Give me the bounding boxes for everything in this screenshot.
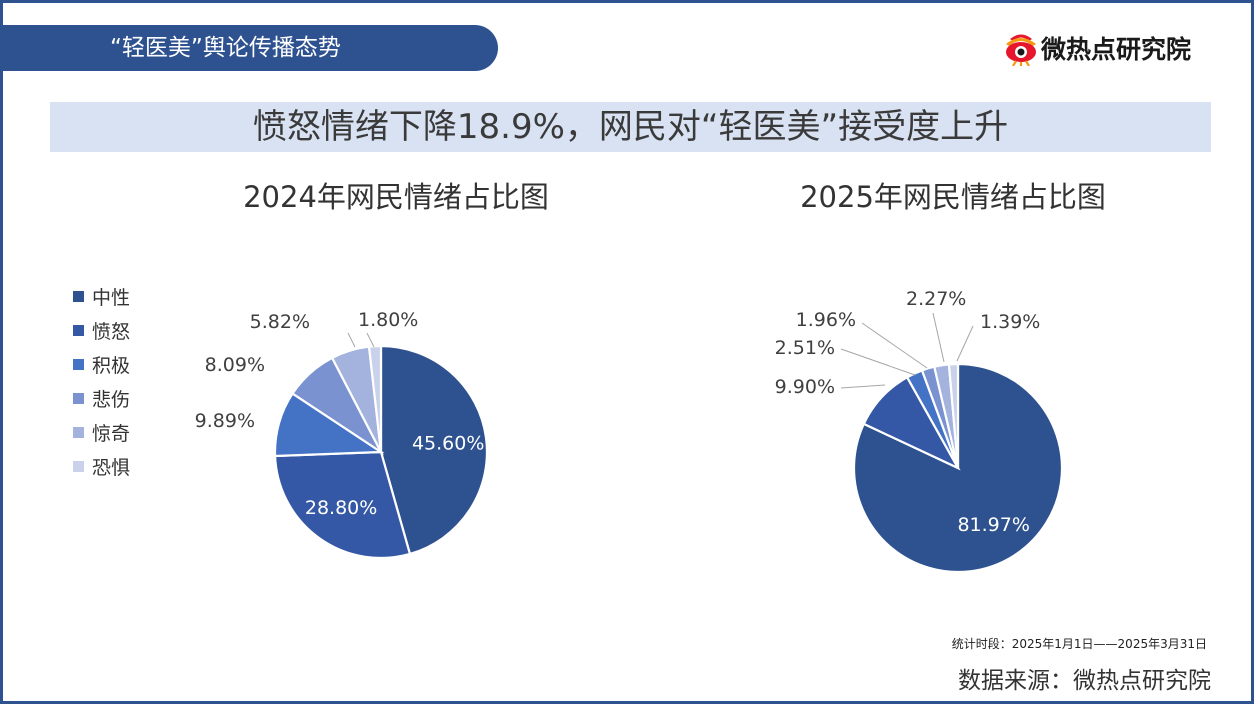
pie-2024-label-fear: 1.80% bbox=[358, 309, 418, 331]
legend-item-positive: 积极 bbox=[73, 347, 130, 381]
pie-charts: 45.60% 28.80% 9.89% 8.09% 5.82% 1.80% 81.97% 9.… bbox=[195, 288, 1064, 574]
header-tab: “轻医美”舆论传播态势 bbox=[3, 25, 498, 71]
weibo-eye-logo-icon bbox=[1006, 34, 1036, 66]
pie-2024-label-positive: 9.89% bbox=[195, 410, 255, 432]
pie-2025-label-surprise: 2.27% bbox=[906, 288, 966, 310]
legend-swatch-positive bbox=[73, 358, 84, 370]
legend-swatch-fear bbox=[73, 460, 84, 472]
legend-label-surprise: 惊奇 bbox=[92, 422, 131, 445]
legend-label-neutral: 中性 bbox=[92, 286, 131, 309]
pie-2024-label-anger: 28.80% bbox=[305, 497, 377, 519]
pie-2025-label-fear: 1.39% bbox=[980, 311, 1040, 333]
pie-2024-label-surprise: 5.82% bbox=[250, 311, 310, 333]
pie-2025-leader-anger bbox=[840, 384, 886, 389]
pie-2025-slice-fear bbox=[947, 362, 960, 469]
logo: 微热点研究院 bbox=[1003, 28, 1191, 68]
legend-swatch-anger bbox=[73, 324, 84, 336]
pie-2024-slice-anger bbox=[273, 450, 412, 560]
headline-text: 愤怒情绪下降18.9%，网民对“轻医美”接受度上升 bbox=[252, 107, 1009, 147]
legend-label-anger: 愤怒 bbox=[92, 320, 131, 343]
pie-2024-slice-neutral bbox=[379, 344, 489, 556]
chart-title-2024: 2024年网民情绪占比图 bbox=[243, 180, 549, 214]
pie-2025-label-sadness: 1.96% bbox=[796, 309, 856, 331]
legend-item-neutral: 中性 bbox=[73, 279, 130, 313]
header-title: “轻医美”舆论传播态势 bbox=[110, 35, 341, 61]
legend-item-fear: 恐惧 bbox=[73, 449, 130, 483]
pie-2025-leader-sadness bbox=[861, 322, 928, 369]
pie-2025-leader-surprise bbox=[932, 312, 945, 363]
pie-2025-label-positive: 2.51% bbox=[775, 337, 835, 359]
pie-2025-label-anger: 9.90% bbox=[775, 376, 835, 398]
pie-2024-slice-fear bbox=[367, 344, 383, 453]
legend-swatch-sadness bbox=[73, 392, 84, 404]
legend-swatch-surprise bbox=[73, 426, 84, 438]
pie-2025-label-neutral: 81.97% bbox=[957, 514, 1029, 536]
data-source: 数据来源：微热点研究院 bbox=[958, 668, 1211, 694]
legend-label-sadness: 悲伤 bbox=[92, 388, 131, 411]
legend-item-surprise: 惊奇 bbox=[73, 415, 130, 449]
legend-label-fear: 恐惧 bbox=[92, 456, 131, 479]
chart-title-2025: 2025年网民情绪占比图 bbox=[800, 180, 1106, 214]
pie-2024-leader-surprise bbox=[347, 332, 356, 348]
legend-item-sadness: 悲伤 bbox=[73, 381, 130, 415]
legend-label-positive: 积极 bbox=[92, 354, 131, 377]
pie-2024-label-neutral: 45.60% bbox=[412, 433, 484, 455]
legend-swatch-neutral bbox=[73, 290, 84, 302]
legend-item-anger: 愤怒 bbox=[73, 313, 130, 347]
headline-banner: 愤怒情绪下降18.9%，网民对“轻医美”接受度上升 bbox=[50, 102, 1211, 152]
pie-2025-leader-fear bbox=[956, 325, 974, 362]
statistics-period: 统计时段：2025年1月1日——2025年3月31日 bbox=[951, 637, 1207, 651]
pie-2024-leader-fear bbox=[366, 332, 375, 348]
pie-2025-leader-positive bbox=[840, 348, 916, 376]
legend: 中性 愤怒 积极 悲伤 惊奇 恐惧 bbox=[73, 279, 130, 483]
logo-text: 微热点研究院 bbox=[1041, 35, 1192, 64]
pie-2024-label-sadness: 8.09% bbox=[205, 354, 265, 376]
